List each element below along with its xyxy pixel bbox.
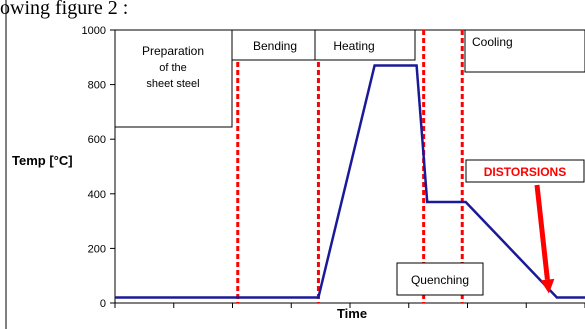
figure-caption: owing figure 2 : (0, 0, 128, 19)
y-tick-label: 800 (88, 80, 106, 92)
distorsions-arrowhead (540, 278, 555, 294)
y-tick-label: 400 (88, 189, 106, 201)
y-axis-ticks: 0 200 400 600 800 1000 (82, 25, 115, 310)
distorsions-arrow (534, 184, 550, 280)
x-axis-ticks (114, 303, 585, 308)
stage-label-cooling: Cooling (472, 35, 513, 49)
stage-box-preparation: Preparation of the sheet steel (114, 29, 233, 128)
stage-label-preparation-line2: of the (159, 62, 187, 74)
stage-box-bending: Bending (231, 29, 316, 61)
y-tick-label: 1000 (82, 25, 106, 37)
stage-label-heating: Heating (333, 39, 374, 53)
stage-box-quenching: Quenching (396, 262, 484, 296)
distorsions-label: DISTORSIONS (484, 165, 566, 179)
stage-box-cooling: Cooling (464, 29, 585, 73)
stage-label-bending: Bending (253, 39, 297, 53)
x-axis-title: Time (337, 306, 367, 321)
y-tick-label: 200 (88, 243, 106, 255)
distorsions-annotation: DISTORSIONS (465, 159, 585, 294)
stage-label-quenching: Quenching (411, 273, 469, 287)
stage-box-heating: Heating (314, 29, 416, 61)
y-tick-label: 0 (100, 298, 106, 310)
stage-label-preparation-line3: sheet steel (146, 78, 199, 90)
stage-label-preparation-line1: Preparation (142, 44, 204, 58)
y-tick-label: 600 (88, 134, 106, 146)
y-axis-title: Temp [°C] (12, 153, 73, 168)
